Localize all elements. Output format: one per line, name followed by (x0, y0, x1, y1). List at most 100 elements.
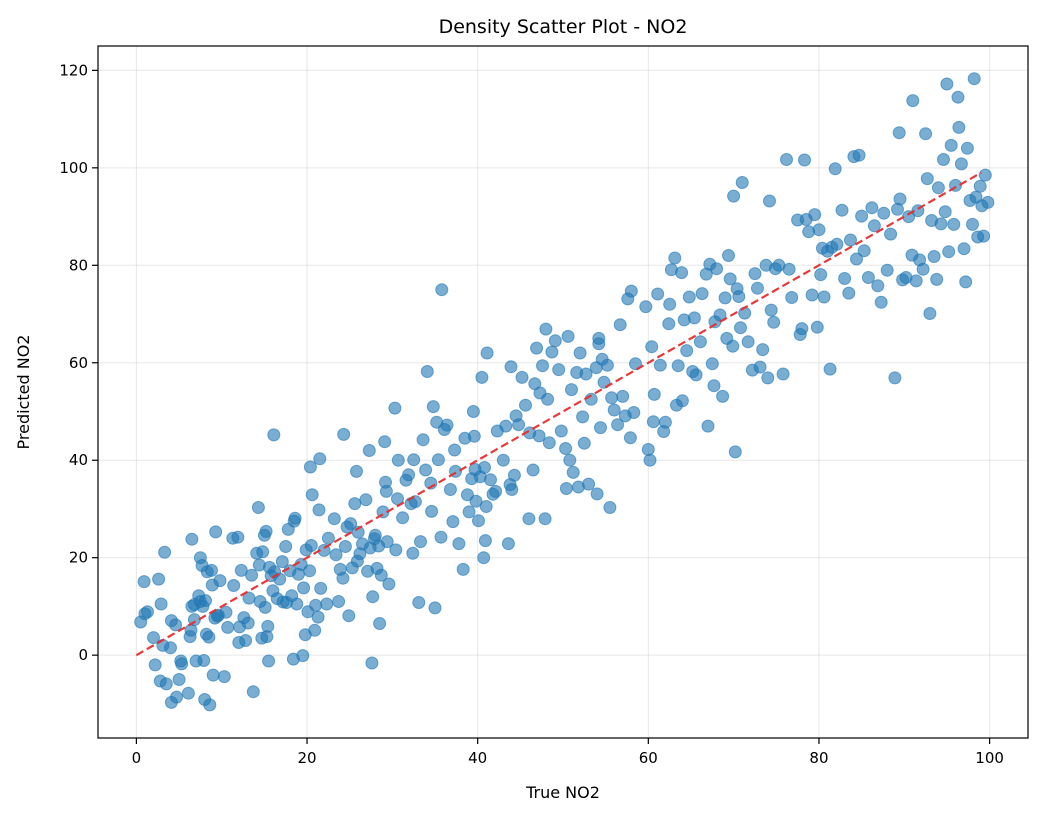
scatter-point (605, 391, 619, 405)
scatter-point (542, 436, 556, 450)
scatter-point (206, 668, 220, 682)
scatter-point (245, 568, 259, 582)
scatter-point (337, 427, 351, 441)
scatter-point (981, 195, 995, 209)
scatter-point (764, 303, 778, 317)
scatter-point (629, 357, 642, 371)
scatter-point (414, 535, 427, 549)
scatter-point (373, 617, 387, 630)
scatter-point (923, 307, 937, 320)
axis-ticks: 0 20 40 60 80 100 0 20 40 60 80 100 120 (59, 61, 1004, 767)
scatter-point (940, 77, 954, 91)
scatter-point (627, 406, 641, 419)
scatter-point (365, 656, 379, 670)
scatter-point (662, 317, 676, 331)
scatter-point (639, 300, 653, 314)
scatter-point (256, 545, 270, 559)
y-tick-label: 100 (59, 159, 88, 177)
x-tick-label: 40 (468, 749, 487, 767)
x-tick-label: 80 (809, 749, 828, 767)
scatter-point (966, 217, 979, 231)
scatter-point (944, 138, 958, 152)
scatter-point (378, 435, 392, 449)
scatter-point (582, 477, 596, 491)
scatter-point (217, 670, 231, 684)
scatter-point (219, 605, 233, 619)
scatter-point (892, 126, 906, 140)
scatter-point (327, 512, 341, 526)
scatter-point (646, 415, 660, 429)
scatter-point (296, 649, 310, 663)
scatter-point (823, 362, 837, 376)
scatter-point (440, 418, 454, 432)
scatter-point (205, 563, 218, 577)
scatter-point (262, 654, 276, 668)
scatter-point (735, 176, 749, 189)
scatter-point (867, 219, 881, 233)
reference-line (135, 171, 982, 657)
scatter-point (279, 540, 293, 553)
scatter-point (767, 315, 781, 329)
scatter-point (548, 334, 562, 348)
scatter-point (852, 148, 866, 162)
scatter-point (396, 511, 410, 525)
scatter-point (707, 379, 721, 393)
scatter-point (172, 673, 186, 686)
scatter-point (368, 528, 382, 542)
scatter-point (202, 630, 216, 644)
scatter-point (231, 530, 245, 544)
scatter-point (466, 405, 480, 418)
scatter-point (734, 321, 747, 335)
scatter-point (795, 322, 809, 336)
scatter-point (942, 245, 956, 259)
scatter-point (448, 443, 462, 457)
scatter-point (566, 465, 580, 479)
scatter-point (671, 359, 685, 373)
scatter-point (624, 284, 638, 298)
scatter-point (877, 206, 891, 220)
scatter-point (499, 419, 513, 433)
scatter-point (658, 415, 672, 429)
x-axis-label: True NO2 (525, 783, 600, 802)
scatter-point (727, 189, 741, 203)
scatter-point (332, 595, 346, 608)
scatter-point (412, 596, 426, 609)
scatter-point (812, 223, 826, 237)
scatter-point (952, 120, 966, 134)
scatter-point (844, 233, 857, 247)
scatter-point (653, 358, 667, 372)
scatter-point (185, 532, 199, 546)
scatter-point (348, 497, 362, 511)
scatter-point (577, 436, 591, 450)
scatter-point (227, 579, 241, 592)
scatter-point (850, 252, 863, 266)
scatter-point (753, 360, 767, 374)
scatter-point (338, 540, 352, 553)
scatter-point (563, 453, 577, 467)
scatter-point (687, 311, 701, 325)
scatter-point (342, 609, 356, 623)
scatter-point (416, 433, 430, 447)
scatter-point (643, 453, 657, 467)
scatter-point (158, 545, 172, 559)
scatter-point (311, 610, 325, 624)
scatter-point (379, 484, 393, 498)
scatter-point (938, 205, 952, 219)
scatter-point (426, 400, 440, 414)
scatter-point (552, 363, 566, 377)
scatter-point (391, 492, 404, 506)
scatter-point (366, 590, 380, 604)
scatter-point (515, 370, 529, 384)
scatter-point (810, 320, 824, 334)
scatter-point (680, 344, 694, 358)
scatter-point (259, 524, 273, 538)
scatter-point (181, 686, 195, 700)
data-points (134, 72, 995, 712)
scatter-point (382, 577, 396, 591)
scatter-point (261, 619, 275, 633)
scatter-point (308, 623, 322, 637)
scatter-point (761, 371, 775, 385)
scatter-point (329, 548, 343, 562)
scatter-point (169, 618, 183, 632)
